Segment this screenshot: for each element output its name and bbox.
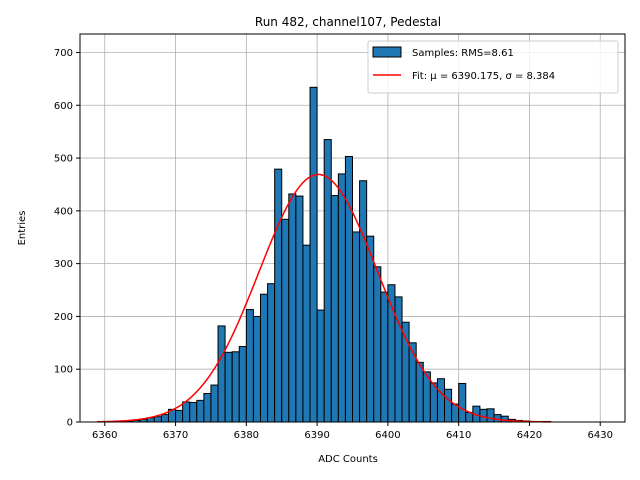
x-axis-ticks: 6360 6370 6380 6390 6400 6410 6420 6430 <box>92 422 613 441</box>
histogram-bar <box>153 416 162 423</box>
histogram-bar <box>352 231 361 423</box>
histogram-bar <box>274 168 283 423</box>
x-tick-label: 6390 <box>304 430 329 441</box>
y-tick-label: 300 <box>54 259 73 270</box>
histogram-bar <box>344 155 354 423</box>
histogram-bar <box>295 195 304 423</box>
histogram-bar <box>281 218 290 423</box>
y-tick-label: 400 <box>54 206 73 217</box>
histogram-bar <box>380 291 389 423</box>
legend-fit-label: Fit: μ = 6390.175, σ = 8.384 <box>412 71 555 82</box>
histogram-bar <box>196 399 205 423</box>
fit-curve-layer <box>97 173 551 423</box>
histogram-bar <box>493 414 502 423</box>
x-tick-label: 6380 <box>234 430 259 441</box>
y-tick-label: 200 <box>54 312 73 323</box>
legend-histogram-label: Samples: RMS=8.61 <box>412 48 514 59</box>
y-axis-label: Entries <box>17 211 28 246</box>
histogram-bar <box>267 283 276 423</box>
fit-curve <box>97 173 551 423</box>
histogram-bar <box>189 401 198 423</box>
histogram-bar <box>160 414 169 423</box>
y-tick-label: 100 <box>54 365 73 376</box>
histogram-bar <box>366 235 375 423</box>
histogram-bars <box>97 86 552 423</box>
histogram-bar <box>316 309 325 423</box>
y-tick-label: 0 <box>67 418 73 429</box>
histogram-bar <box>224 351 233 423</box>
histogram-bar <box>323 139 332 423</box>
histogram-bar <box>309 86 318 423</box>
plot-frame <box>79 33 626 423</box>
histogram-bar <box>330 195 339 423</box>
histogram-bar <box>458 382 467 423</box>
y-tick-label: 600 <box>54 101 73 112</box>
histogram-bar <box>182 401 191 423</box>
histogram-bar <box>231 351 240 423</box>
histogram-bar <box>408 342 417 423</box>
histogram-bar <box>203 392 212 423</box>
histogram-bar <box>175 409 184 423</box>
chart-title: Run 482, channel107, Pedestal <box>255 15 441 29</box>
legend-box <box>367 40 619 94</box>
legend: Samples: RMS=8.61 Fit: μ = 6390.175, σ =… <box>367 40 619 94</box>
histogram-bar <box>210 384 219 423</box>
histogram-bar <box>486 408 495 423</box>
histogram-bar <box>302 244 311 423</box>
histogram-bar <box>436 378 446 423</box>
histogram-bar <box>359 180 368 423</box>
x-tick-label: 6420 <box>517 430 542 441</box>
histogram-bar <box>444 388 453 423</box>
histogram-bar <box>337 173 346 423</box>
histogram-bar <box>238 346 247 423</box>
x-tick-label: 6400 <box>375 430 400 441</box>
x-axis-label: ADC Counts <box>318 454 378 465</box>
y-tick-label: 500 <box>54 154 73 165</box>
legend-histogram-swatch <box>372 46 402 58</box>
x-tick-label: 6410 <box>446 430 471 441</box>
histogram-bar <box>217 325 226 423</box>
y-axis-ticks: 0 100 200 300 400 500 600 700 <box>54 48 80 429</box>
y-tick-label: 700 <box>54 48 73 59</box>
x-tick-label: 6360 <box>92 430 117 441</box>
histogram-bar <box>415 361 424 423</box>
histogram-bar <box>252 315 261 423</box>
histogram-bar <box>373 266 382 423</box>
histogram-bar <box>288 193 297 423</box>
histogram-bar <box>259 293 269 423</box>
x-tick-label: 6430 <box>588 430 613 441</box>
histogram-bar <box>245 309 254 423</box>
x-tick-label: 6370 <box>163 430 188 441</box>
